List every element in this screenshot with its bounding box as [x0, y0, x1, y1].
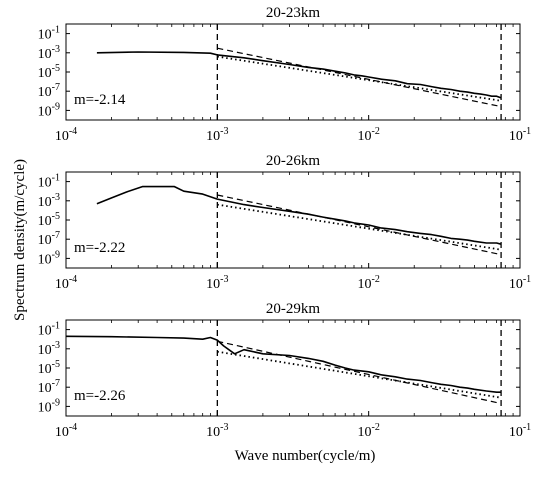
plot-frame [65, 319, 521, 417]
fit-line-dashed [217, 194, 502, 256]
panel-title: 20-26km [266, 153, 320, 169]
x-axis-label: Wave number(cycle/m) [235, 448, 376, 464]
slope-annotation: m=-2.22 [74, 240, 125, 256]
fit-line-dashed [217, 47, 502, 108]
x-tick-label: 10-4 [55, 422, 77, 440]
x-tick-label: 10-2 [357, 126, 379, 144]
y-tick-label: 10-7 [38, 378, 60, 396]
fit-line-dotted [217, 350, 502, 399]
y-tick-label: 10-5 [38, 211, 60, 229]
spectrum-line [65, 335, 502, 394]
y-tick-label: 10-3 [38, 192, 60, 210]
plot-frame [65, 23, 521, 121]
y-tick-label: 10-9 [38, 397, 60, 415]
y-tick-label: 10-1 [38, 173, 60, 191]
y-tick-label: 10-7 [38, 82, 60, 100]
x-tick-label: 10-4 [55, 126, 77, 144]
y-tick-label: 10-1 [38, 25, 60, 43]
y-tick-label: 10-9 [38, 101, 60, 119]
x-tick-label: 10-1 [509, 126, 531, 144]
spectrum-line [96, 51, 502, 99]
x-tick-label: 10-1 [509, 422, 531, 440]
panel-title: 20-29km [266, 301, 320, 317]
panel-title: 20-23km [266, 5, 320, 21]
y-tick-label: 10-9 [38, 249, 60, 267]
x-tick-label: 10-1 [509, 274, 531, 292]
plot-frame [65, 171, 521, 269]
x-tick-label: 10-3 [206, 274, 228, 292]
spectrum-line [96, 185, 502, 245]
slope-annotation: m=-2.26 [74, 388, 126, 404]
y-tick-label: 10-5 [38, 63, 60, 81]
slope-annotation: m=-2.14 [74, 92, 126, 108]
fit-line-dashed [217, 340, 502, 405]
y-tick-label: 10-3 [38, 340, 60, 358]
y-tick-label: 10-5 [38, 359, 60, 377]
y-tick-label: 10-3 [38, 44, 60, 62]
y-axis-label: Spectrum density(m/cycle) [12, 159, 28, 321]
y-tick-label: 10-7 [38, 230, 60, 248]
y-tick-label: 10-1 [38, 321, 60, 339]
x-tick-label: 10-2 [357, 274, 379, 292]
fit-line-dotted [217, 203, 502, 251]
x-tick-label: 10-3 [206, 126, 228, 144]
x-tick-label: 10-2 [357, 422, 379, 440]
x-tick-label: 10-3 [206, 422, 228, 440]
fit-line-dotted [217, 55, 502, 102]
x-tick-label: 10-4 [55, 274, 77, 292]
